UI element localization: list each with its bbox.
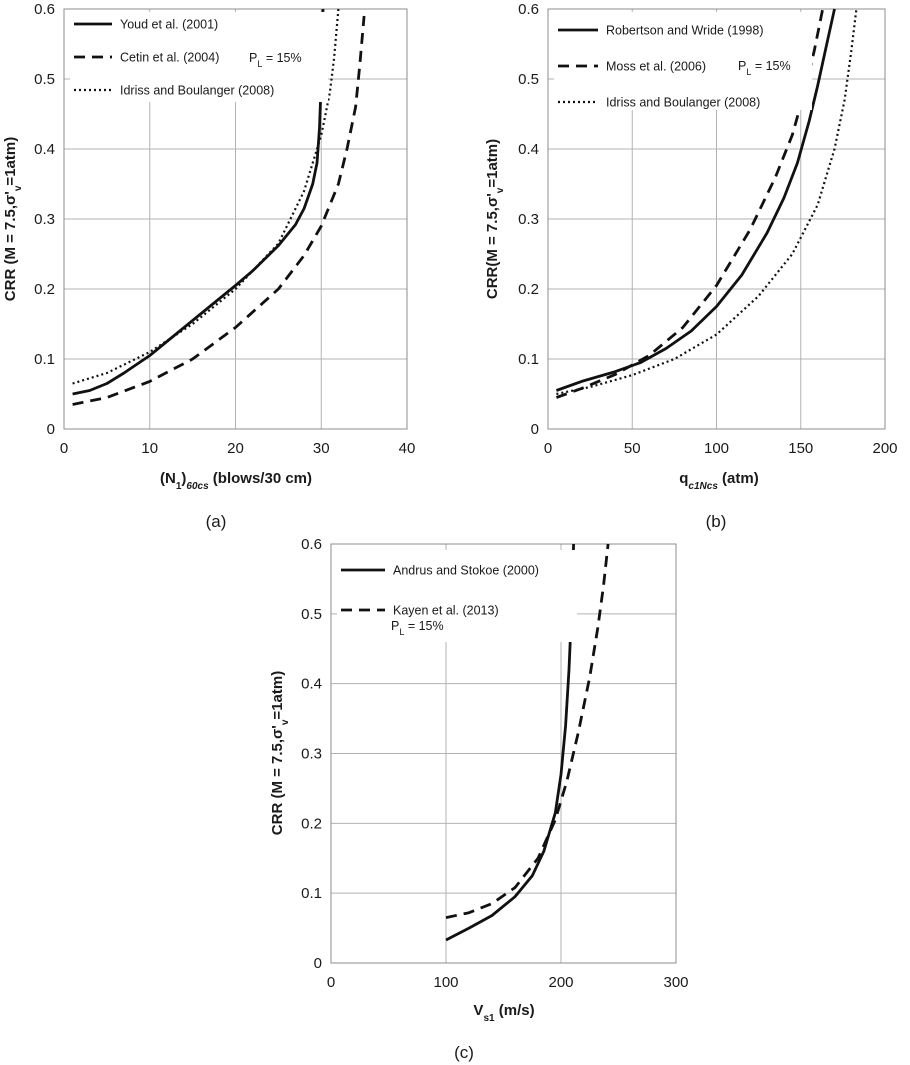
panel-b-x-tick-label: 100 [704, 440, 729, 457]
panel-a-series [72, 8, 366, 406]
panel-a-y-tick-label: 0.6 [34, 1, 55, 18]
panel-a-y-tick-label: 0.1 [34, 351, 55, 368]
panel-a-plot-frame [63, 8, 408, 430]
panel-c: 0 0.1 0.2 0.3 0.4 0.5 0.6 0 100 200 300 Andrus and… [269, 536, 689, 1062]
panel-b-x-tick-label: 150 [788, 440, 813, 457]
panel-c-plot-frame [330, 543, 677, 964]
panel-b-x-axis-label: qc1Ncs (atm) [679, 470, 758, 492]
panel-c-y-tick-label: 0.5 [301, 606, 322, 623]
panel-a-annotation: PL = 15% [249, 51, 302, 69]
panel-b-x-tick-label: 200 [872, 440, 897, 457]
panel-c-label: (c) [454, 1043, 474, 1062]
panel-b-x-tick-label: 0 [544, 440, 552, 457]
panel-c-ticks: 0 0.1 0.2 0.3 0.4 0.5 0.6 0 100 200 300 [301, 536, 688, 991]
panel-b-y-tick-label: 0.3 [518, 211, 539, 228]
panel-c-x-tick-label: 200 [548, 974, 573, 991]
panel-a-x-tick-label: 10 [141, 440, 158, 457]
panel-c-y-tick-label: 0.4 [301, 676, 322, 693]
panel-c-x-axis-label: Vs1 (m/s) [473, 1002, 534, 1024]
panel-a-legend-label-2: Cetin et al. (2004) [120, 51, 219, 65]
panel-c-x-tick-label: 300 [663, 974, 688, 991]
panel-b-y-axis-label: CRR(M = 7.5,σ'v=1atm) [484, 139, 506, 299]
panel-b-annotation: PL = 15% [738, 59, 791, 77]
panel-b-series-line-3 [556, 8, 858, 396]
panel-c-series-line-2 [445, 543, 610, 919]
panel-a-label: (a) [206, 512, 227, 531]
panel-a-y-axis-label: CRR (M = 7.5,σ'v=1atm) [2, 137, 24, 301]
panel-b-y-tick-label: 0.4 [518, 141, 539, 158]
panel-a-y-tick-label: 0.4 [34, 141, 55, 158]
panel-a-legend-bg [70, 12, 328, 102]
panel-a-y-tick-label: 0.3 [34, 211, 55, 228]
panel-b-y-tick-label: 0.5 [518, 71, 539, 88]
panel-a-ticks: 0 0.1 0.2 0.3 0.4 0.5 0.6 0 10 20 30 40 [34, 1, 415, 457]
panel-a-y-tick-label: 0.5 [34, 71, 55, 88]
panel-a-y-tick-label: 0 [47, 421, 55, 438]
panel-c-series-line-1 [445, 543, 575, 942]
panel-a-x-tick-label: 20 [227, 440, 244, 457]
panel-c-y-tick-label: 0.6 [301, 536, 322, 553]
panel-b-y-tick-label: 0 [531, 421, 539, 438]
panel-c-annotation: PL = 15% [391, 619, 444, 637]
panel-a-legend: Youd et al. (2001) Cetin et al. (2004) Idr… [74, 18, 274, 98]
panel-c-x-tick-label: 100 [433, 974, 458, 991]
panel-b-legend-bg [554, 12, 812, 110]
panel-a-x-tick-label: 30 [313, 440, 330, 457]
panel-a-legend-label-1: Youd et al. (2001) [120, 18, 218, 32]
panel-b: 0 0.1 0.2 0.3 0.4 0.5 0.6 0 50 100 150 200 Robertso… [484, 1, 898, 531]
panel-a-y-tick-label: 0.2 [34, 281, 55, 298]
panel-b-ticks: 0 0.1 0.2 0.3 0.4 0.5 0.6 0 50 100 150 200 [518, 1, 897, 457]
panel-a-x-tick-label: 0 [60, 440, 68, 457]
panel-a-series-line-2 [72, 15, 366, 406]
panel-b-y-tick-label: 0.1 [518, 351, 539, 368]
panel-b-plot-frame [547, 8, 886, 430]
panel-c-y-axis-label: CRR (M = 7.5,σ'v=1atm) [269, 671, 291, 835]
panel-b-legend-label-2: Moss et al. (2006) [606, 60, 706, 74]
panel-b-legend-label-1: Robertson and Wride (1998) [606, 24, 764, 38]
panel-b-x-tick-label: 50 [624, 440, 641, 457]
panel-c-y-tick-label: 0.1 [301, 885, 322, 902]
panel-b-legend: Robertson and Wride (1998) Moss et al. (2… [558, 24, 764, 110]
panel-a-x-tick-label: 40 [399, 440, 416, 457]
panel-c-grid [331, 544, 676, 963]
panel-a: 0 0.1 0.2 0.3 0.4 0.5 0.6 0 10 20 30 40 Youd et al.… [2, 1, 415, 531]
panel-c-legend-bg [337, 550, 577, 642]
panel-a-legend-label-3: Idriss and Boulanger (2008) [120, 84, 274, 98]
panel-c-legend: Andrus and Stokoe (2000) Kayen et al. (20… [341, 564, 539, 618]
panel-b-label: (b) [706, 512, 727, 531]
panel-a-x-axis-label: (N1)60cs (blows/30 cm) [160, 470, 312, 492]
panel-b-legend-label-3: Idriss and Boulanger (2008) [606, 96, 760, 110]
panel-c-y-tick-label: 0.2 [301, 815, 322, 832]
panel-b-y-tick-label: 0.2 [518, 281, 539, 298]
panel-c-y-tick-label: 0.3 [301, 746, 322, 763]
panel-b-y-tick-label: 0.6 [518, 1, 539, 18]
panel-c-series [445, 543, 610, 942]
panel-c-y-tick-label: 0 [314, 955, 322, 972]
panel-c-legend-label-1: Andrus and Stokoe (2000) [393, 564, 539, 578]
panel-c-x-tick-label: 0 [327, 974, 335, 991]
panel-a-series-line-1 [72, 8, 325, 396]
panel-c-legend-label-2: Kayen et al. (2013) [393, 604, 499, 618]
